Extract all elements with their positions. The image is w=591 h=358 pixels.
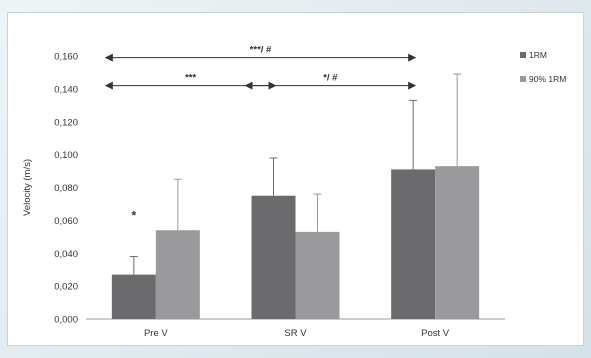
- bars-layer: [111, 166, 480, 319]
- annotations-layer: ****/ #*** */ #: [104, 45, 417, 222]
- bar-chart: 0,000 0,020 0,040 0,060 0,080 0,100 0,120 0,140…: [22, 45, 566, 339]
- significance-label: ***/ #: [250, 45, 272, 56]
- y-tick-label: 0,140: [54, 84, 78, 95]
- x-tick-label: Post V: [421, 328, 450, 339]
- y-tick-label: 0,060: [54, 216, 78, 227]
- y-tick-label: 0,160: [54, 52, 78, 63]
- significance-label: */ #: [323, 73, 338, 84]
- y-tick-label: 0,020: [54, 282, 78, 293]
- bar: [435, 166, 480, 319]
- chart-frame: 0,000 0,020 0,040 0,060 0,080 0,100 0,120 0,140…: [7, 12, 584, 346]
- legend-swatch: [520, 76, 526, 82]
- bar: [251, 195, 296, 319]
- bar: [111, 274, 156, 319]
- error-bars-layer: [129, 73, 462, 275]
- bar: [155, 230, 200, 319]
- y-tick-label: 0,000: [54, 315, 78, 326]
- y-tick-label: 0,040: [54, 249, 78, 260]
- x-tick-label: Pre V: [144, 328, 168, 339]
- y-tick-label: 0,080: [54, 183, 78, 194]
- significance-marker: *: [131, 208, 136, 222]
- y-tick-label: 0,120: [54, 117, 78, 128]
- bar: [391, 169, 436, 319]
- y-tick-label: 0,100: [54, 150, 78, 161]
- bar: [295, 231, 340, 319]
- legend-label: 1RM: [529, 50, 547, 60]
- legend-label: 90% 1RM: [529, 74, 566, 84]
- significance-label: ***: [185, 73, 196, 84]
- legend: 1RM 90% 1RM: [520, 50, 566, 84]
- y-axis-label: Velocity (m/s): [22, 159, 33, 216]
- legend-swatch: [520, 52, 526, 58]
- x-tick-label: SR V: [284, 328, 307, 339]
